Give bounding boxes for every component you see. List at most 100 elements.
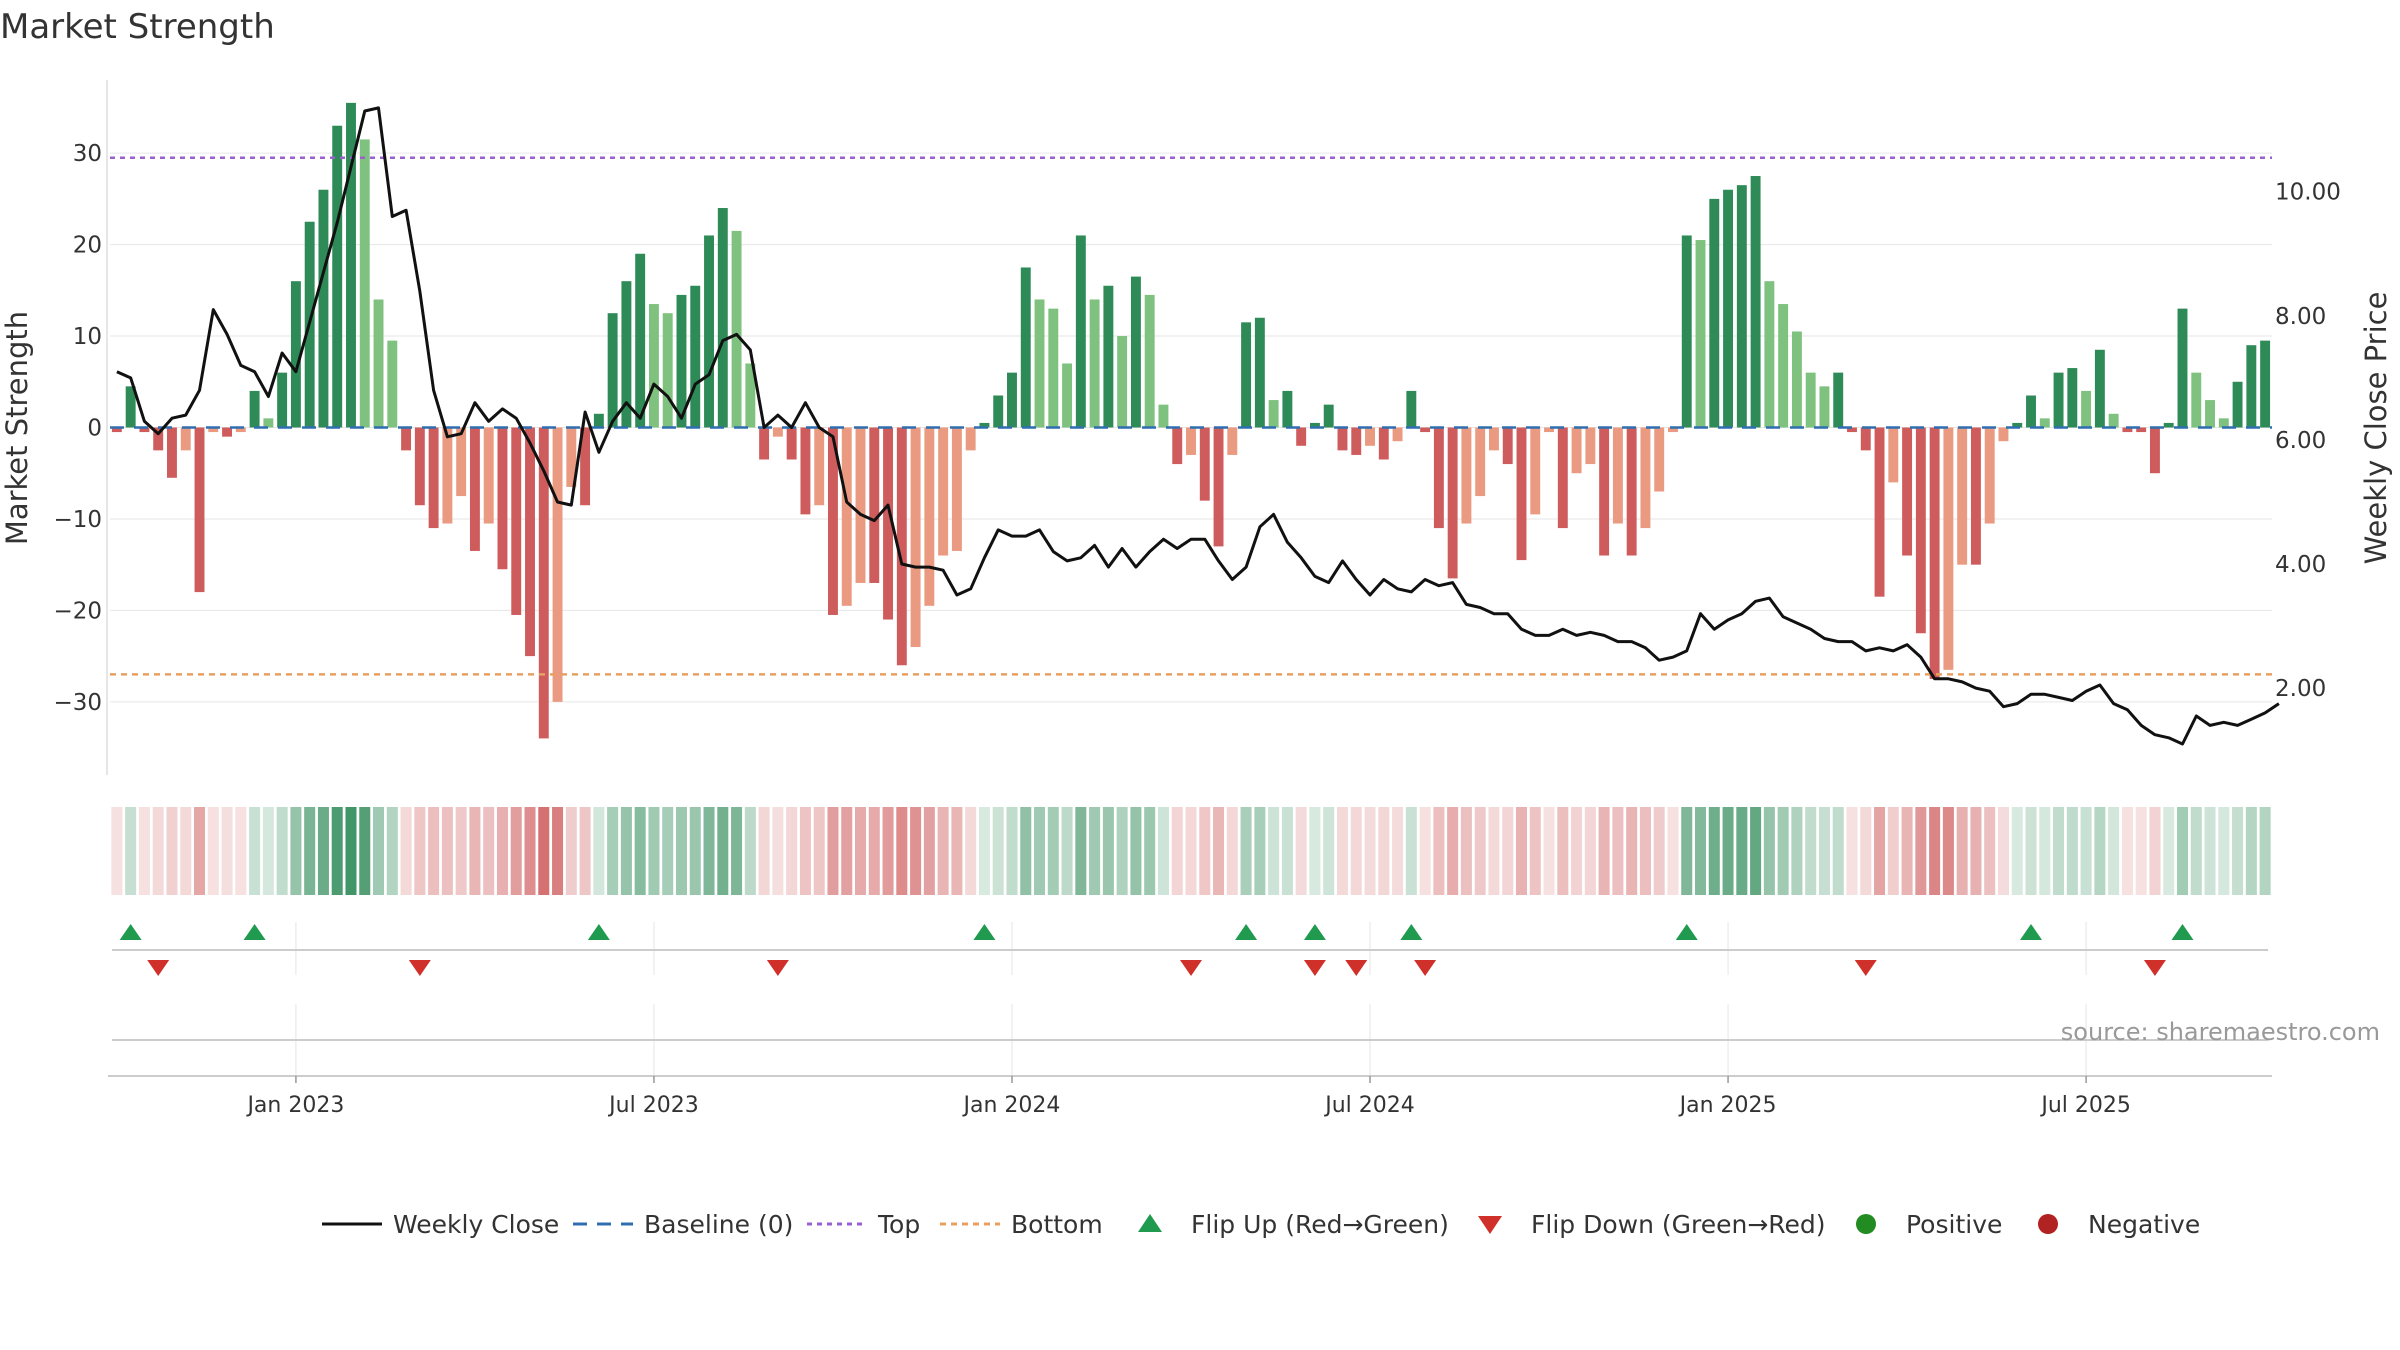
strength-bar	[828, 427, 838, 615]
flip-up-marker	[1303, 924, 1326, 940]
flip-down-marker	[1180, 960, 1202, 976]
legend-swatch-dot	[1856, 1214, 1876, 1234]
y2-axis-label: Weekly Close Price	[2359, 292, 2393, 565]
strength-strip-cell	[1171, 807, 1183, 895]
legend-label: Flip Up (Red→Green)	[1191, 1210, 1449, 1239]
strength-bar	[1337, 427, 1348, 451]
strength-strip-cell	[1681, 807, 1693, 895]
strength-strip-cell	[1268, 807, 1280, 895]
strength-strip-cell	[689, 807, 701, 895]
flip-down-marker	[1854, 960, 1877, 976]
legend-item-baseline: Baseline (0)	[573, 1210, 793, 1239]
strength-bar	[373, 299, 384, 428]
y2-tick-label: 8.00	[2275, 304, 2326, 330]
strength-strip-cell	[799, 807, 811, 895]
strength-bar	[1888, 427, 1899, 483]
strength-bar	[786, 427, 797, 460]
strength-strip-cell	[2039, 807, 2051, 895]
legend-item-negative: Negative	[2038, 1210, 2200, 1239]
strength-bar	[1034, 299, 1045, 428]
strength-bar	[1475, 427, 1486, 497]
strength-bar	[938, 427, 949, 556]
strength-strip-cell	[965, 807, 977, 895]
strength-bar	[1062, 363, 1073, 428]
strength-bar	[1847, 427, 1857, 433]
strength-strip-cell	[1392, 807, 1404, 895]
strength-bar	[1805, 372, 1816, 428]
strength-bar	[1599, 427, 1610, 556]
reference-lines	[110, 156, 2272, 676]
strength-strip-cell	[483, 807, 495, 895]
strength-bar	[1213, 427, 1224, 547]
flip-up-marker	[1235, 924, 1258, 940]
strength-strip-cell	[1695, 807, 1707, 895]
strength-strip-cell	[1433, 807, 1445, 895]
strength-bar	[1681, 235, 1692, 428]
legend-label: Top	[877, 1210, 920, 1239]
flip-up-marker	[973, 924, 996, 940]
strength-bar	[442, 427, 453, 524]
strength-strip-cell	[1405, 807, 1417, 895]
flip-up-marker	[2171, 924, 2194, 940]
strength-bar	[1075, 235, 1086, 428]
strength-bar	[346, 102, 356, 428]
strength-bar	[497, 427, 508, 570]
strength-bar	[1378, 427, 1389, 460]
strength-bar	[855, 427, 866, 583]
strength-bar	[290, 281, 301, 428]
strength-strip-cell	[194, 807, 206, 895]
strength-strip-cell	[1529, 807, 1541, 895]
strength-bar	[924, 427, 935, 606]
strength-strip-cell	[1571, 807, 1583, 895]
strength-strip-cell	[1460, 807, 1472, 895]
strength-bar	[1902, 427, 1913, 556]
strength-strip-cell	[1502, 807, 1514, 895]
strength-strip-cell	[2053, 807, 2065, 895]
flip-down-marker	[2143, 960, 2166, 976]
strength-strip-cell	[1598, 807, 1610, 895]
strength-bar	[1461, 427, 1472, 524]
strength-strip-cell	[1942, 807, 1954, 895]
strength-bar	[1723, 189, 1734, 428]
strength-strip-cell	[276, 807, 288, 895]
strength-bar	[332, 125, 343, 428]
strength-strip-cell	[469, 807, 481, 895]
strength-bar	[1296, 427, 1307, 446]
strength-bar	[1365, 427, 1375, 446]
strength-bar	[111, 427, 122, 433]
strength-strip-cell	[1791, 807, 1803, 895]
strength-strip-cell	[1970, 807, 1982, 895]
strength-bar	[1048, 308, 1059, 428]
flip-down-marker	[1303, 960, 1326, 976]
strength-bar	[841, 427, 852, 606]
strength-bar	[580, 427, 591, 506]
x-tick-label: Jan 2024	[962, 1093, 1061, 1118]
strength-strip-cell	[1736, 807, 1748, 895]
strength-strip-cell	[910, 807, 922, 895]
strength-bar	[1998, 427, 2009, 442]
strength-bar	[2136, 427, 2147, 433]
strength-bar	[1750, 176, 1761, 428]
strength-strip-cell	[2135, 807, 2147, 895]
strength-strip-cell	[1846, 807, 1858, 895]
y-axis-label: Market Strength	[0, 311, 34, 545]
strength-bar	[139, 427, 150, 433]
strength-bar	[1530, 427, 1541, 515]
strength-strip-cell	[2025, 807, 2037, 895]
strength-strip-cell	[2121, 807, 2133, 895]
strength-bar	[359, 139, 370, 428]
strength-bar	[318, 189, 329, 428]
bottom-panel	[112, 1004, 2268, 1075]
strength-bar	[1943, 427, 1954, 670]
strength-bar	[208, 427, 219, 433]
strength-bar	[1585, 427, 1596, 465]
strength-strip-cell	[662, 807, 674, 895]
strength-bar	[1764, 281, 1775, 428]
strength-strip-cell	[1378, 807, 1390, 895]
legend-label: Flip Down (Green→Red)	[1531, 1210, 1826, 1239]
y-tick-label: 20	[73, 233, 102, 259]
strength-strip-cell	[400, 807, 412, 895]
y2-axis: 10.00 8.00 6.00 4.00 2.00	[2275, 180, 2341, 702]
strength-bar	[1309, 422, 1320, 428]
